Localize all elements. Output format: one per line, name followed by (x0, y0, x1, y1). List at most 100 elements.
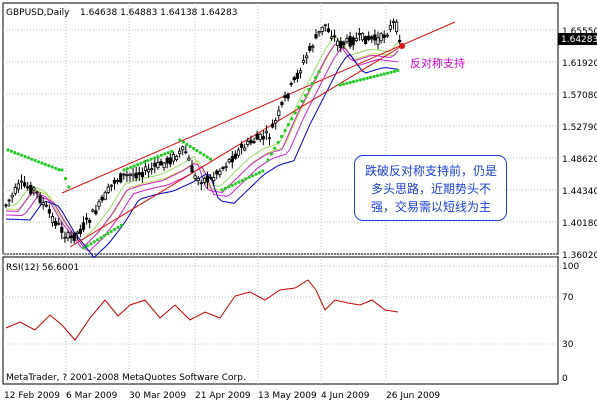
candle-body (174, 155, 179, 161)
candle-body (342, 41, 346, 46)
psar-dot (109, 229, 113, 234)
psar-dot (355, 79, 359, 83)
candle-body (75, 231, 79, 234)
price-tick-8: 1.36020 (562, 251, 597, 261)
candle-body (249, 139, 253, 144)
psar-dot (85, 244, 89, 248)
candle-body (168, 157, 172, 165)
psar-dot (23, 154, 27, 159)
psar-dot (240, 178, 244, 183)
candle-body (357, 32, 362, 35)
candle-body (134, 172, 138, 179)
chart-ohlc-values: 1.64638 1.64883 1.64138 1.64283 (80, 8, 237, 18)
psar-dot (223, 186, 227, 190)
candle-body (227, 159, 231, 163)
candle-body (379, 33, 383, 42)
psar-dot (396, 69, 400, 73)
candle-body (236, 149, 241, 156)
psar-dot (116, 225, 120, 229)
candle-body (63, 236, 67, 239)
candle-body (221, 167, 225, 169)
price-axis: 1.65550 1.61920 1.57080 1.52790 1.48620 … (562, 27, 597, 261)
candle-body (13, 187, 17, 194)
psar-dot (92, 240, 96, 244)
psar-dot (273, 146, 277, 150)
candle-body (119, 173, 123, 183)
psar-dot (261, 169, 265, 173)
candle-body (230, 156, 234, 163)
candle-body (351, 37, 355, 46)
candles (4, 18, 402, 244)
candle-body (54, 220, 58, 226)
candle-body (252, 141, 256, 143)
candle-body (38, 195, 42, 203)
candle-body (156, 162, 160, 169)
candle-body (280, 101, 284, 106)
psar-dot (375, 74, 379, 78)
candle-body (103, 192, 107, 200)
psar-dot (293, 111, 297, 115)
candle-body (106, 186, 110, 193)
channel-touch-marker (399, 43, 405, 49)
psar-dot (60, 168, 64, 172)
candle-body (26, 186, 30, 189)
price-tick-6: 1.44340 (562, 187, 597, 197)
candle-body (199, 182, 203, 185)
candle-body (239, 144, 244, 148)
candle-body (78, 228, 82, 234)
candle-body (97, 201, 101, 207)
rsi-title: RSI(12) 56.6001 (6, 263, 79, 273)
psar-dot (392, 69, 396, 73)
candle-body (109, 184, 113, 187)
psar-dot (266, 158, 270, 162)
candle-body (137, 172, 141, 176)
candle-body (66, 232, 70, 239)
candle-body (196, 177, 200, 182)
psar-dot (352, 80, 356, 84)
candle-body (354, 37, 358, 42)
psar-dot (195, 149, 199, 153)
psar-dot (9, 149, 13, 153)
psar-dot (142, 160, 146, 164)
candle-body (286, 93, 290, 99)
candle-body (16, 183, 21, 190)
candle-body (112, 179, 117, 184)
rsi-level-100: 100 (562, 262, 579, 272)
candle-body (301, 59, 306, 63)
candle-body (382, 34, 386, 38)
psar-dot (379, 73, 383, 77)
candle-body (339, 41, 343, 49)
candle-body (277, 110, 281, 116)
candle-body (60, 227, 64, 233)
psar-dot (389, 70, 393, 74)
candle-body (150, 168, 154, 170)
psar-dot (317, 70, 321, 74)
psar-dot (254, 172, 258, 176)
psar-dot (185, 142, 189, 146)
candle-body (143, 166, 148, 171)
psar-dot (178, 138, 182, 142)
psar-dot (16, 152, 20, 156)
candle-body (332, 35, 337, 38)
psar-dot (188, 144, 192, 148)
candle-body (394, 21, 399, 33)
psar-dot (227, 185, 231, 189)
psar-dot (166, 151, 170, 155)
psar-dot (382, 72, 386, 76)
psar-dot (181, 140, 185, 144)
candle-body (205, 175, 210, 183)
candle-body (314, 34, 318, 39)
rsi-panel-frame (2, 256, 559, 385)
psar-dot (283, 129, 287, 133)
psar-dot (209, 157, 213, 161)
current-price-label: 1.64283 (561, 35, 597, 45)
candle-body (22, 182, 27, 187)
candle-body (323, 24, 327, 27)
psar-dots (6, 69, 400, 250)
rsi-axis: 100 70 30 0 (562, 262, 579, 384)
psar-dot (237, 180, 241, 184)
candle-body (94, 210, 98, 215)
candle-body (91, 209, 95, 212)
psar-dot (129, 165, 133, 169)
